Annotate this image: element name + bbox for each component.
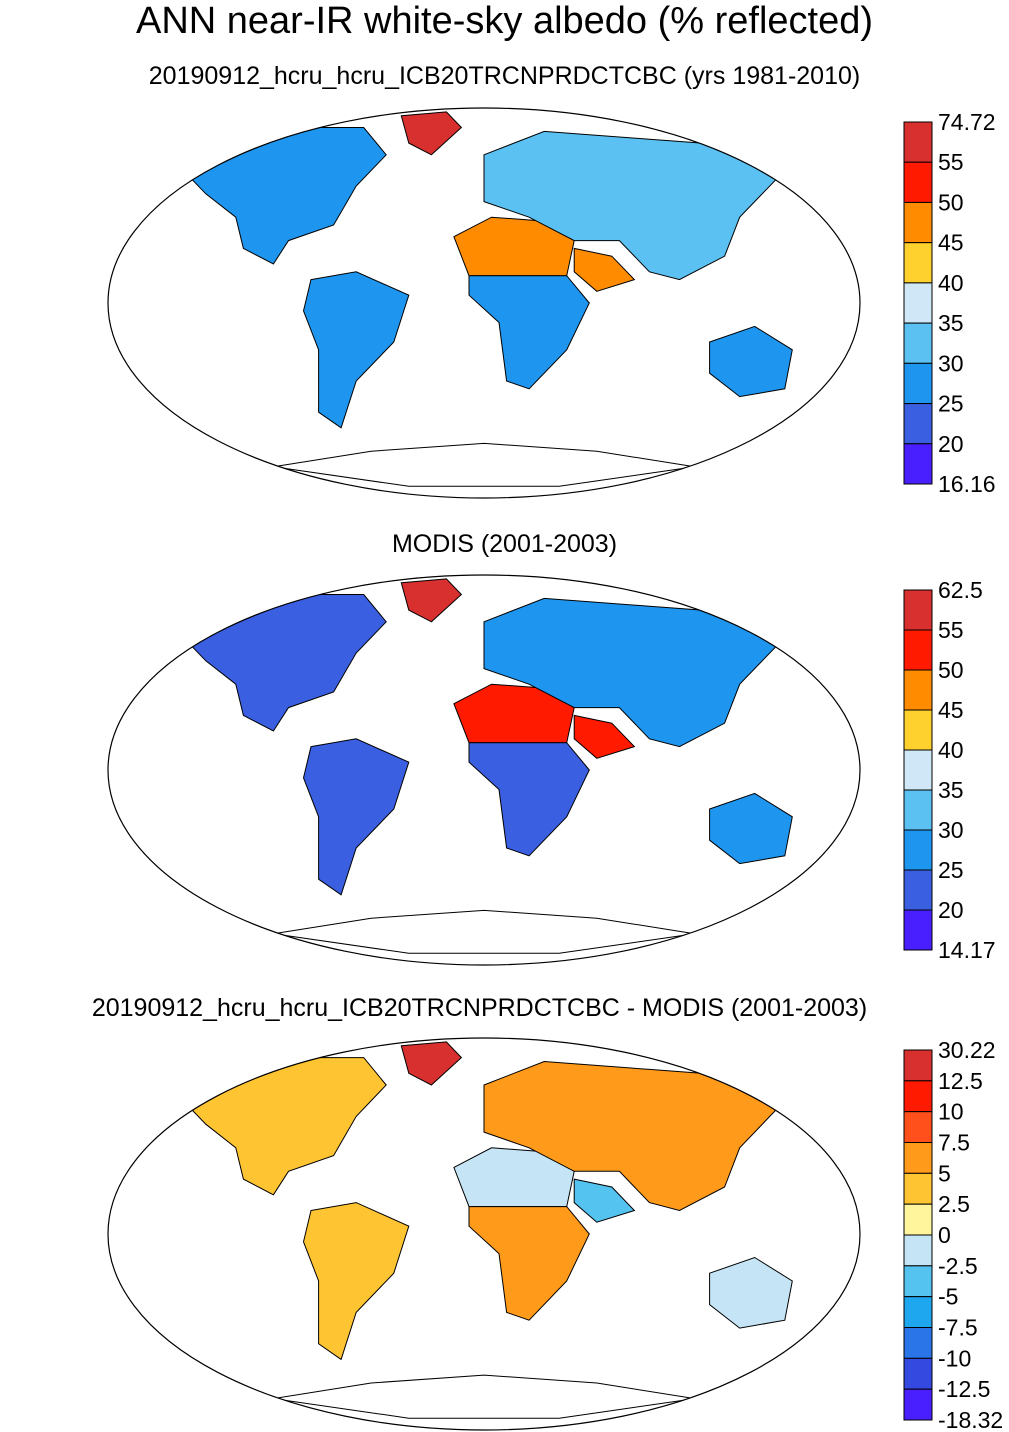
map-frame (107, 574, 861, 966)
colorbar-swatch (903, 749, 933, 791)
colorbar-swatch (903, 629, 933, 671)
colorbar-label: 35 (938, 777, 964, 803)
region-greenland (400, 578, 463, 623)
colorbar-label: -2.5 (938, 1253, 978, 1279)
region-antarctica (273, 1374, 695, 1419)
region-eurasia (483, 597, 786, 748)
colorbar-label: 50 (938, 189, 964, 215)
map-frame (107, 1037, 861, 1431)
colorbar-label: 10 (938, 1099, 964, 1125)
colorbar-swatch (903, 403, 933, 445)
region-australia (709, 1256, 793, 1329)
colorbar-label: 45 (938, 230, 964, 256)
colorbar-label: 30 (938, 817, 964, 843)
colorbar-label: 20 (938, 431, 964, 457)
colorbar-swatch (903, 589, 933, 631)
colorbar-swatch (903, 121, 933, 163)
map-frame (107, 107, 861, 499)
panel-2-title: MODIS (2001-2003) (391, 530, 618, 558)
region-africa-south-of-sahara- (468, 742, 590, 857)
colorbar-label: 7.5 (938, 1130, 970, 1156)
region-arabian-peninsula (573, 247, 636, 292)
panel-1-title: 20190912_hcru_hcru_ICB20TRCNPRDCTCBC (yr… (148, 62, 861, 90)
colorbar-swatch (903, 1203, 933, 1236)
region-north-america (182, 594, 387, 732)
region-africa-south-of-sahara- (468, 1206, 590, 1321)
region-arabian-peninsula (573, 1178, 636, 1223)
colorbar-swatch (903, 1327, 933, 1359)
colorbar-swatch (903, 282, 933, 324)
colorbar-swatch (903, 201, 933, 244)
colorbar-label: 25 (938, 857, 964, 883)
colorbar-label: -18.32 (938, 1407, 1003, 1432)
colorbar-label: 40 (938, 270, 964, 296)
colorbar-swatch (903, 1172, 933, 1205)
colorbar-label: 2.5 (938, 1191, 970, 1217)
colorbar-label: -12.5 (938, 1376, 990, 1402)
map-panel-2: 62.5 55 50 45 40 35 30 25 20 14.17 (107, 574, 996, 966)
region-south-america (302, 738, 410, 896)
map-panel-1: 74.72 55 50 45 40 35 30 25 20 16.16 (107, 107, 996, 499)
panel-3-title: 20190912_hcru_hcru_ICB20TRCNPRDCTCBC - M… (91, 994, 868, 1022)
colorbar-swatch (903, 362, 933, 405)
colorbar-label: 5 (938, 1160, 951, 1186)
colorbar-swatch (903, 1111, 933, 1144)
colorbar-label: 16.16 (938, 471, 996, 497)
colorbar-label: 30.22 (938, 1037, 996, 1063)
colorbar-swatch (903, 161, 933, 203)
colorbar-swatch (903, 1357, 933, 1390)
colorbar-swatch (903, 829, 933, 871)
colorbar-swatch (903, 1265, 933, 1298)
colorbar-label: 0 (938, 1222, 951, 1248)
colorbar-swatch (903, 1388, 933, 1421)
colorbar-label: 55 (938, 149, 964, 175)
colorbar-swatch (903, 1049, 933, 1082)
region-north-america (182, 1057, 387, 1196)
colorbar-label: 74.72 (938, 109, 996, 135)
colorbar-swatch (903, 443, 933, 485)
colorbar-swatch (903, 869, 933, 911)
colorbar-swatch (903, 789, 933, 831)
region-north-america (182, 127, 387, 265)
colorbar-label: -7.5 (938, 1315, 978, 1341)
colorbar-label: 50 (938, 657, 964, 683)
region-eurasia (483, 130, 786, 281)
colorbar-label: 35 (938, 310, 964, 336)
colorbar-label: 62.5 (938, 577, 983, 603)
colorbar-swatch (903, 242, 933, 284)
colorbar-label: 12.5 (938, 1068, 983, 1094)
region-australia (709, 325, 793, 398)
colorbar-label: 14.17 (938, 937, 996, 963)
colorbar-label: 55 (938, 617, 964, 643)
colorbar-swatch (903, 1234, 933, 1267)
region-south-america (302, 1202, 410, 1361)
colorbar-label: -5 (938, 1284, 958, 1310)
region-south-america (302, 271, 410, 429)
colorbar-label: 20 (938, 897, 964, 923)
colorbar-swatch (903, 1296, 933, 1329)
figure-title: ANN near-IR white-sky albedo (% reflecte… (135, 0, 874, 42)
colorbar-label: 40 (938, 737, 964, 763)
colorbar-swatch (903, 669, 933, 711)
region-greenland (400, 1041, 463, 1086)
region-arabian-peninsula (573, 714, 636, 759)
map-panel-3: 30.22 12.5 10 7.5 5 2.5 0 -2.5 -5 -7.5 -10 -12.5 -18… (107, 1037, 1003, 1432)
colorbar-label: 30 (938, 350, 964, 376)
region-africa-south-of-sahara- (468, 275, 590, 390)
region-eurasia (483, 1060, 786, 1212)
colorbar-swatch (903, 1080, 933, 1113)
region-antarctica (273, 442, 695, 487)
region-australia (709, 792, 793, 865)
colorbar-swatch (903, 709, 933, 751)
colorbar-label: 25 (938, 391, 964, 417)
colorbar-label: -10 (938, 1345, 971, 1371)
region-greenland (400, 111, 463, 156)
region-antarctica (273, 909, 695, 954)
colorbar-label: 45 (938, 697, 964, 723)
colorbar-swatch (903, 322, 933, 364)
colorbar-swatch (903, 1142, 933, 1174)
colorbar-swatch (903, 909, 933, 951)
